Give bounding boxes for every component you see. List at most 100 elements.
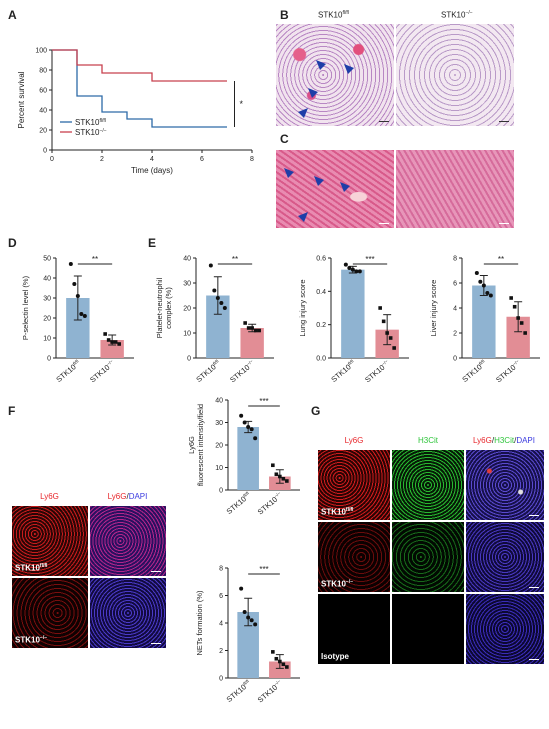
- y-tick-label: 0: [453, 356, 457, 363]
- data-point: [246, 615, 251, 620]
- category-label-sup: −/−: [106, 358, 114, 366]
- bar: [237, 427, 259, 490]
- f-merge-flfl-image: [90, 506, 166, 576]
- panel-label-f: F: [8, 404, 16, 418]
- scale-bar: [379, 120, 389, 122]
- y-axis-label: Percent survival: [17, 71, 26, 128]
- category-label-sup: −/−: [273, 678, 281, 686]
- data-point: [208, 263, 213, 268]
- data-point: [110, 340, 114, 344]
- data-point: [523, 331, 527, 335]
- x-tick-label: 4: [150, 156, 154, 163]
- data-point: [281, 476, 286, 481]
- y-tick-label: 20: [39, 128, 47, 135]
- ly6g-intensity-chart: 0 10 20 30 40 Ly6G fluorescent intensity/field…: [187, 397, 300, 516]
- category-label: STK10−/−: [228, 358, 257, 384]
- panel-label-d: D: [8, 236, 17, 250]
- bar: [240, 328, 264, 358]
- significance-star: **: [92, 255, 98, 264]
- panel-f-merge-dapi: DAPI: [128, 492, 148, 501]
- g-merge-isotype-image: [466, 594, 544, 664]
- data-point: [215, 296, 220, 300]
- lung-injury-chart: 0.0 0.2 0.4 0.6 Lung injury score STK10fl/flS…: [298, 255, 409, 384]
- data-point: [392, 346, 396, 350]
- f-ly6g-flfl-image: STK10fl/fl: [12, 506, 88, 576]
- data-point: [347, 266, 352, 270]
- y-tick-label: 30: [183, 281, 191, 288]
- scale-bar: [529, 586, 539, 588]
- data-point: [519, 321, 524, 325]
- panel-b-col1-label: STK10fl/fl: [318, 10, 349, 20]
- y-tick-label: 80: [39, 68, 47, 75]
- panel-b-col2-label: STK10−/−: [441, 10, 473, 20]
- x-tick-label: 8: [250, 156, 254, 163]
- y-axis-label: NETs formation (%): [195, 590, 204, 656]
- category-label-sup: fl/fl: [72, 359, 80, 367]
- data-point: [388, 336, 393, 340]
- scale-bar: [499, 120, 509, 122]
- g-merge-ko-image: [466, 522, 544, 592]
- y-tick-label: 0.0: [316, 356, 326, 363]
- g-ly6g-ko-image: STK10−/−: [318, 522, 390, 592]
- data-point: [474, 271, 479, 275]
- data-point: [343, 262, 348, 267]
- data-point: [103, 332, 107, 336]
- g-merge-dapi: DAPI: [516, 436, 535, 445]
- y-tick-label: 60: [39, 88, 47, 95]
- data-point: [516, 316, 520, 320]
- data-point: [219, 301, 224, 305]
- data-point: [512, 304, 517, 309]
- y-tick-label: 6: [453, 281, 457, 288]
- bar: [66, 298, 90, 358]
- data-point: [354, 269, 359, 274]
- scale-bar: [151, 570, 161, 572]
- y-tick-label: 4: [453, 306, 457, 313]
- data-point: [478, 279, 483, 284]
- g-ly6g-flfl-image: STK10fl/fl: [318, 450, 390, 520]
- category-label: STK10−/−: [256, 490, 285, 516]
- g-h3cit-ko-image: [392, 522, 464, 592]
- g-merge-ly6g: Ly6G: [473, 436, 492, 445]
- y-tick-label: 40: [215, 398, 223, 405]
- x-axis-label: Time (days): [131, 166, 173, 175]
- g-row2-label: STK10−/−: [321, 579, 353, 589]
- g-row2-sup: −/−: [345, 579, 354, 586]
- data-point: [222, 306, 227, 310]
- panel-label-e: E: [148, 236, 157, 250]
- data-point: [381, 319, 386, 324]
- bar: [472, 285, 496, 358]
- data-point: [82, 314, 87, 318]
- data-point: [212, 288, 217, 293]
- category-label-sup: fl/fl: [242, 491, 250, 499]
- data-point: [271, 650, 275, 654]
- y-tick-label: 0.2: [316, 322, 326, 329]
- lung-he-image-flfl: [276, 24, 394, 126]
- y-tick-label: 30: [43, 296, 51, 303]
- y-axis-label: fluorescent intensity/field: [196, 404, 205, 486]
- category-label-sup: −/−: [381, 358, 389, 366]
- lung-he-image-ko: [396, 24, 514, 126]
- panel-b-col1-sup: fl/fl: [342, 10, 349, 16]
- data-point: [385, 331, 389, 335]
- data-point: [249, 618, 254, 623]
- data-point: [350, 267, 355, 272]
- y-axis-label: Liver injury score: [429, 280, 438, 337]
- category-label-sup: −/−: [273, 490, 281, 498]
- y-tick-label: 20: [215, 443, 223, 450]
- scale-bar: [529, 658, 539, 660]
- liver-he-image-flfl: [276, 150, 394, 228]
- y-tick-label: 10: [43, 336, 51, 343]
- f-row2-sup: −/−: [39, 635, 48, 642]
- data-point: [113, 340, 118, 344]
- g-ch1-label: Ly6G: [344, 436, 364, 445]
- data-point: [249, 427, 254, 432]
- data-point: [239, 413, 244, 418]
- data-point: [281, 662, 286, 667]
- data-point: [246, 425, 251, 429]
- g-row1-label: STK10fl/fl: [321, 507, 353, 517]
- bar: [341, 269, 365, 358]
- data-point: [285, 479, 289, 483]
- y-tick-label: 0: [187, 356, 191, 363]
- y-tick-label: 0: [43, 148, 47, 155]
- category-label: STK10fl/fl: [225, 679, 253, 704]
